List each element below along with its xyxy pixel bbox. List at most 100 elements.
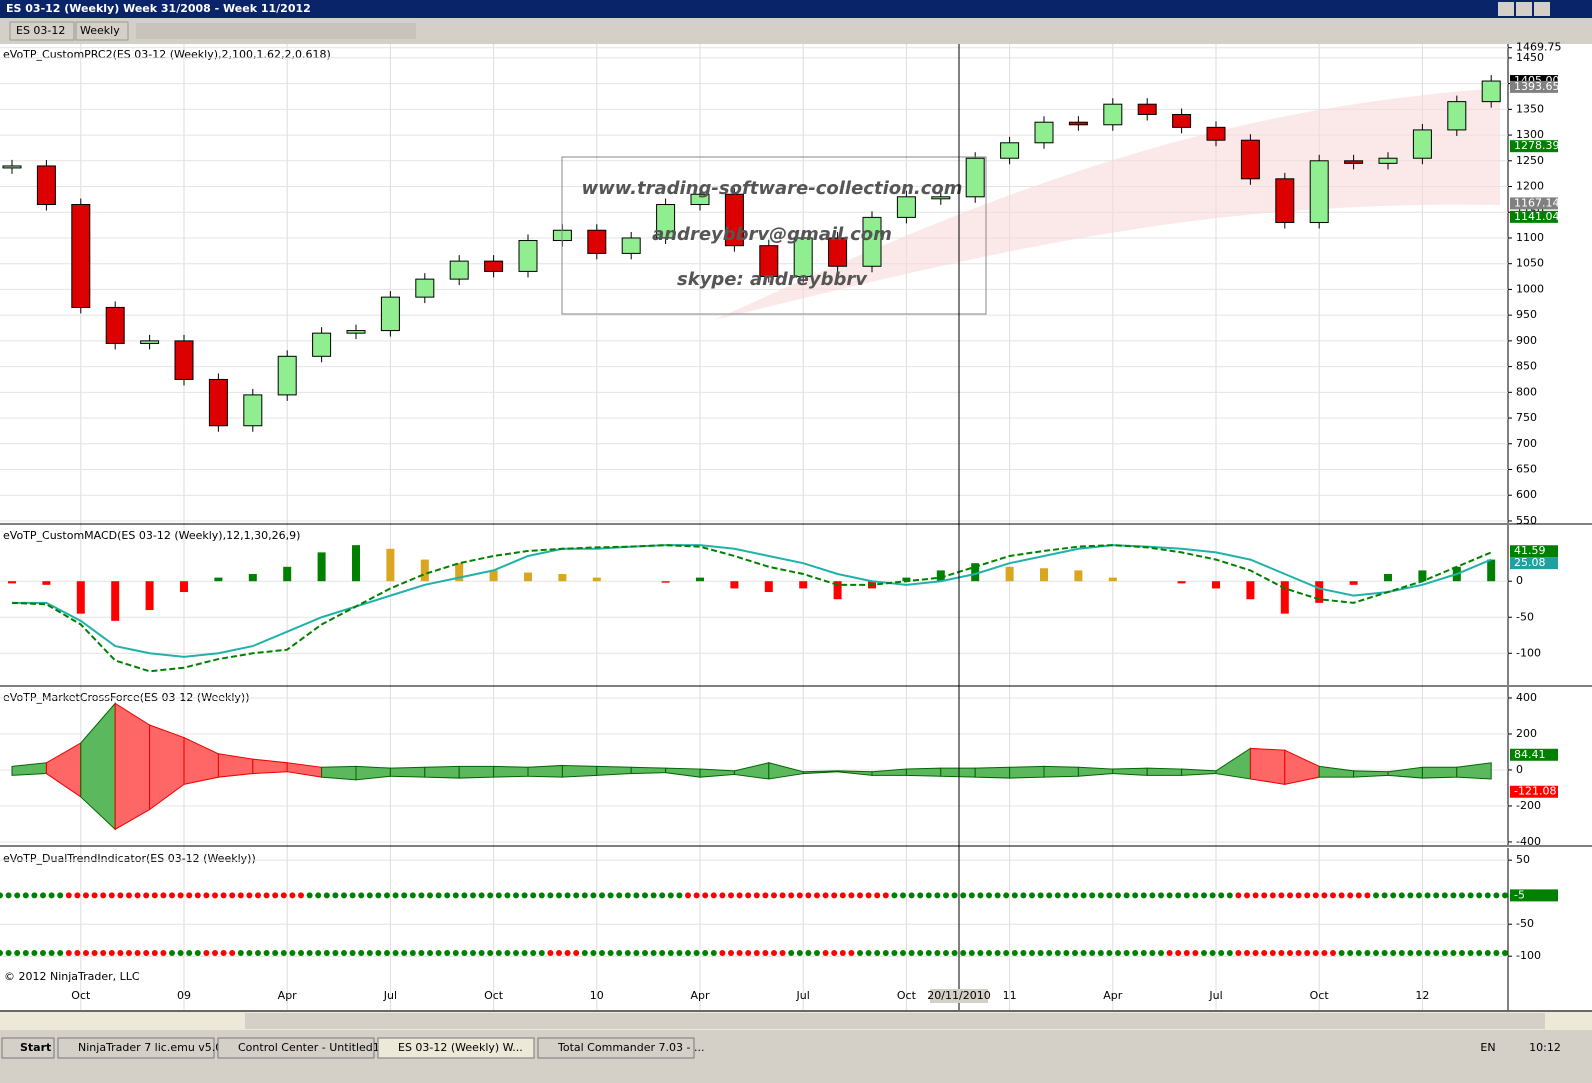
trend-dot [1312,892,1319,899]
candle [346,330,366,334]
trend-dot [908,950,915,957]
trend-dot [1467,950,1474,957]
trend-dot [401,950,408,957]
trend-dot [0,892,3,899]
trend-dot [1106,950,1113,957]
trend-dot [977,950,984,957]
trend-dot [1330,950,1336,957]
trend-dot [573,892,580,899]
trend-dot [57,950,64,957]
trend-dot [960,950,967,957]
histogram-bar [696,577,704,582]
trend-dot [547,950,554,957]
trend-dot [925,892,932,899]
trend-dot [134,892,141,899]
candle [174,340,194,380]
trend-dot [14,950,21,957]
task-button[interactable] [217,1037,375,1059]
period-selector[interactable] [75,21,129,41]
trend-dot [1338,950,1345,957]
x-tick-label: 10 [590,989,604,1002]
histogram-bar [1005,566,1014,582]
trend-dot [272,892,279,899]
value-badge [1510,748,1558,761]
value-badge [1510,889,1558,902]
trend-dot [126,950,132,957]
crosshair-badge [930,989,988,1003]
candle [1309,160,1329,224]
trend-dot [556,892,562,899]
trend-dot [117,892,124,899]
trend-dot [57,892,64,899]
trend-dot [1175,950,1182,957]
task-button[interactable] [57,1037,215,1059]
histogram-bar [111,581,120,621]
candle [380,296,400,332]
trend-dot [513,892,519,899]
y-tick-label: 1000 [1516,282,1544,295]
force-area [630,766,667,775]
trend-dot [504,892,511,899]
trend-dot [1278,950,1285,957]
candle [1137,103,1157,115]
trend-dot [788,950,795,957]
instrument-selector[interactable] [9,21,75,41]
force-area [321,765,357,781]
trend-dot [478,892,485,899]
x-tick-label: Oct [1310,989,1330,1002]
trend-dot [1261,892,1268,899]
start-button[interactable] [1,1037,55,1059]
y-tick-label: -50 [1516,610,1534,623]
trend-dot [478,950,485,957]
trend-dot [1080,892,1087,899]
trend-dot [719,892,726,899]
trend-dot [1209,950,1216,957]
trend-dot [203,950,210,957]
trend-dot [779,950,786,957]
value-badge [1510,210,1558,223]
trend-dot [452,892,459,899]
histogram-bar [76,581,85,614]
trend-dot [874,950,881,957]
histogram-bar [8,581,16,584]
candle [415,278,435,298]
trend-dot [951,950,958,957]
period: Weekly [80,24,120,37]
trend-dot [882,892,889,899]
value-badge [1510,557,1558,570]
task-button[interactable] [377,1037,535,1059]
scroll-thumb[interactable] [245,1013,1545,1029]
trend-dot [1476,950,1483,957]
trend-dot [126,892,132,899]
trend-dot [1218,950,1225,957]
trend-dot [65,950,72,957]
trend-dot [891,892,898,899]
minimize-button[interactable] [1498,2,1514,16]
candle [449,260,469,280]
y-tick-label: 650 [1516,462,1537,475]
trend-dot [719,950,726,957]
close-button[interactable] [1534,2,1550,16]
toolbar-icons[interactable] [136,23,416,39]
histogram-bar [661,581,670,583]
y-tick-label: -200 [1516,799,1541,812]
histogram-bar [1418,570,1427,582]
restore-button[interactable] [1516,2,1532,16]
trend-dot [5,892,12,899]
histogram-bar [283,566,292,582]
y-tick-label: 0 [1516,763,1523,776]
trend-dot [693,950,700,957]
task-button[interactable] [537,1037,695,1059]
trend-dot [1312,950,1319,957]
trend-dot [1097,950,1104,957]
force-area [940,767,976,778]
trend-dot [676,892,683,899]
watermark: andreybbrv@gmail.com [652,224,892,245]
trend-dot [1287,892,1293,899]
trend-dot [624,892,631,899]
trend-dot [186,892,193,899]
histogram-bar [1280,581,1289,614]
watermark-box [561,156,987,315]
trend-dot [1261,950,1268,957]
trend-dot [220,950,227,957]
